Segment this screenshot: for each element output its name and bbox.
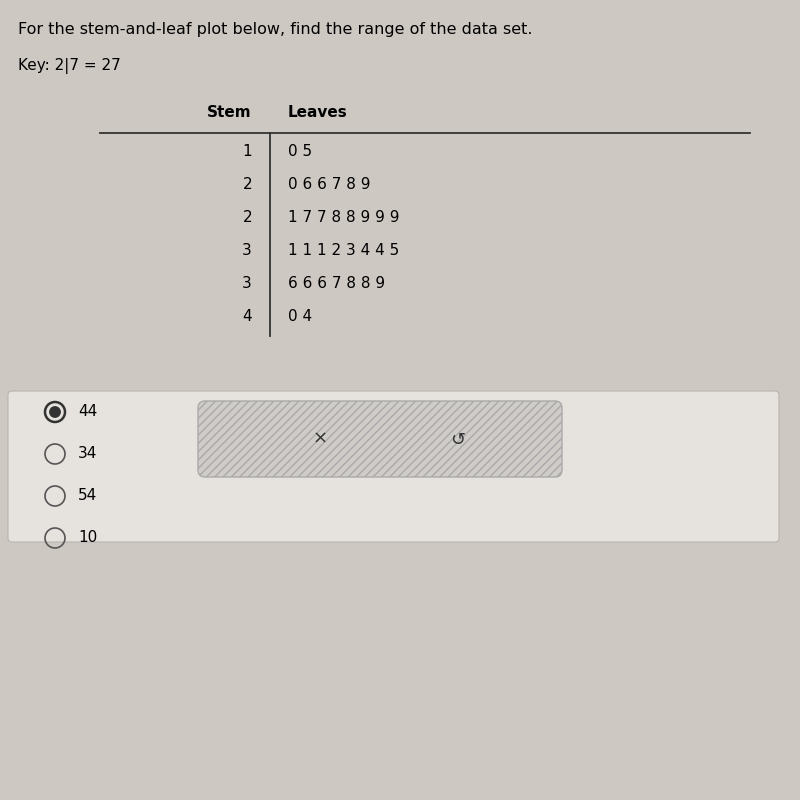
Text: Key: 2|7 = 27: Key: 2|7 = 27: [18, 58, 121, 74]
FancyBboxPatch shape: [198, 401, 562, 477]
Text: 0 6 6 7 8 9: 0 6 6 7 8 9: [288, 177, 370, 192]
Text: 4: 4: [242, 309, 252, 324]
Text: 0 4: 0 4: [288, 309, 312, 324]
Text: ×: ×: [313, 430, 328, 448]
Text: 2: 2: [242, 210, 252, 225]
Text: 3: 3: [242, 242, 252, 258]
Text: 1 7 7 8 8 9 9 9: 1 7 7 8 8 9 9 9: [288, 210, 399, 225]
Text: $\circlearrowleft$: $\circlearrowleft$: [447, 430, 466, 448]
Text: 3: 3: [242, 276, 252, 290]
Text: For the stem-and-leaf plot below, find the range of the data set.: For the stem-and-leaf plot below, find t…: [18, 22, 533, 37]
Circle shape: [50, 406, 60, 418]
Text: Stem: Stem: [207, 105, 252, 119]
FancyBboxPatch shape: [8, 391, 779, 542]
Text: 1 1 1 2 3 4 4 5: 1 1 1 2 3 4 4 5: [288, 242, 399, 258]
Text: 2: 2: [242, 177, 252, 192]
Text: 0 5: 0 5: [288, 144, 312, 158]
Text: Leaves: Leaves: [288, 105, 348, 119]
Text: 34: 34: [78, 446, 98, 462]
Text: 6 6 6 7 8 8 9: 6 6 6 7 8 8 9: [288, 276, 385, 290]
Text: 54: 54: [78, 489, 98, 503]
Text: 1: 1: [242, 144, 252, 158]
Text: 44: 44: [78, 405, 98, 419]
Text: 10: 10: [78, 530, 98, 546]
